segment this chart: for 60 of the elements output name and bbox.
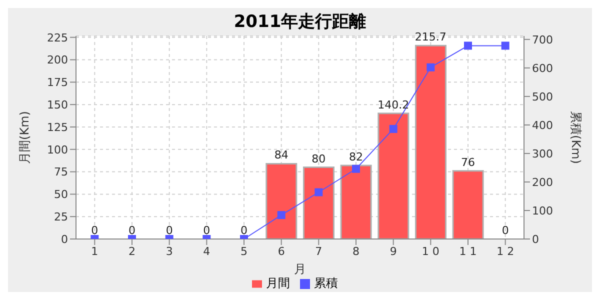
x-tick-label: 1 2 bbox=[496, 244, 514, 258]
point bbox=[389, 124, 398, 133]
x-axis-title: 月 bbox=[294, 262, 306, 276]
y-tick-label: 125 bbox=[47, 120, 68, 134]
y2-tick-label: 200 bbox=[532, 176, 553, 189]
data-label: 0 bbox=[166, 224, 173, 237]
data-label: 0 bbox=[128, 224, 136, 237]
y2-tick-label: 500 bbox=[532, 90, 553, 104]
data-label: 0 bbox=[203, 224, 210, 237]
x-tick-label: 5 bbox=[240, 244, 248, 258]
x-tick-label: 1 bbox=[91, 244, 98, 258]
y2-tick-label: 600 bbox=[532, 62, 553, 75]
x-tick-label: 1 1 bbox=[459, 244, 477, 258]
y-tick-label: 225 bbox=[47, 31, 68, 44]
bar bbox=[378, 112, 410, 239]
y-tick-label: 50 bbox=[54, 188, 68, 202]
y-tick-label: 100 bbox=[47, 143, 68, 156]
data-label: 0 bbox=[502, 224, 509, 237]
y2-tick-label: 0 bbox=[532, 232, 539, 246]
x-tick-label: 4 bbox=[203, 244, 210, 258]
bar bbox=[452, 170, 484, 239]
legend-label: 累積 bbox=[314, 276, 338, 290]
y-tick-label: 0 bbox=[61, 232, 68, 246]
x-tick-label: 7 bbox=[315, 244, 322, 258]
x-tick-label: 9 bbox=[390, 244, 397, 258]
y2-axis-title: 累積(Km) bbox=[568, 111, 583, 164]
y2-tick-label: 700 bbox=[532, 33, 553, 46]
point bbox=[314, 188, 323, 196]
point bbox=[352, 164, 360, 173]
y-tick-label: 25 bbox=[54, 210, 68, 224]
bar bbox=[302, 166, 334, 239]
y-tick-label: 175 bbox=[47, 76, 68, 90]
y-tick-label: 150 bbox=[47, 98, 68, 112]
y-axis-title: 月間(Km) bbox=[17, 111, 32, 164]
chart-title: 2011年走行距離 bbox=[232, 11, 368, 32]
data-label: 140.2 bbox=[378, 98, 410, 112]
data-label: 76 bbox=[461, 156, 475, 169]
legend-label: 月間 bbox=[266, 276, 290, 290]
data-label: 215.7 bbox=[414, 30, 446, 44]
y2-tick-label: 400 bbox=[532, 118, 553, 132]
bar bbox=[414, 44, 446, 239]
bar bbox=[340, 164, 372, 239]
bar bbox=[266, 162, 298, 239]
data-label: 80 bbox=[312, 152, 326, 166]
y2-tick-label: 100 bbox=[532, 204, 553, 218]
y2-tick-label: 300 bbox=[532, 147, 553, 160]
point bbox=[501, 42, 510, 50]
data-label: 0 bbox=[91, 224, 98, 237]
data-label: 84 bbox=[274, 148, 288, 162]
y-tick-label: 200 bbox=[47, 54, 68, 67]
x-tick-label: 6 bbox=[278, 244, 285, 258]
x-tick-label: 8 bbox=[352, 244, 360, 258]
y-tick-label: 75 bbox=[54, 166, 68, 179]
point bbox=[464, 42, 472, 50]
point bbox=[426, 63, 435, 72]
x-tick-label: 2 bbox=[128, 244, 136, 258]
x-tick-label: 3 bbox=[166, 244, 173, 258]
x-tick-label: 1 0 bbox=[422, 244, 440, 258]
data-label: 82 bbox=[349, 150, 363, 164]
data-label: 0 bbox=[240, 224, 248, 237]
